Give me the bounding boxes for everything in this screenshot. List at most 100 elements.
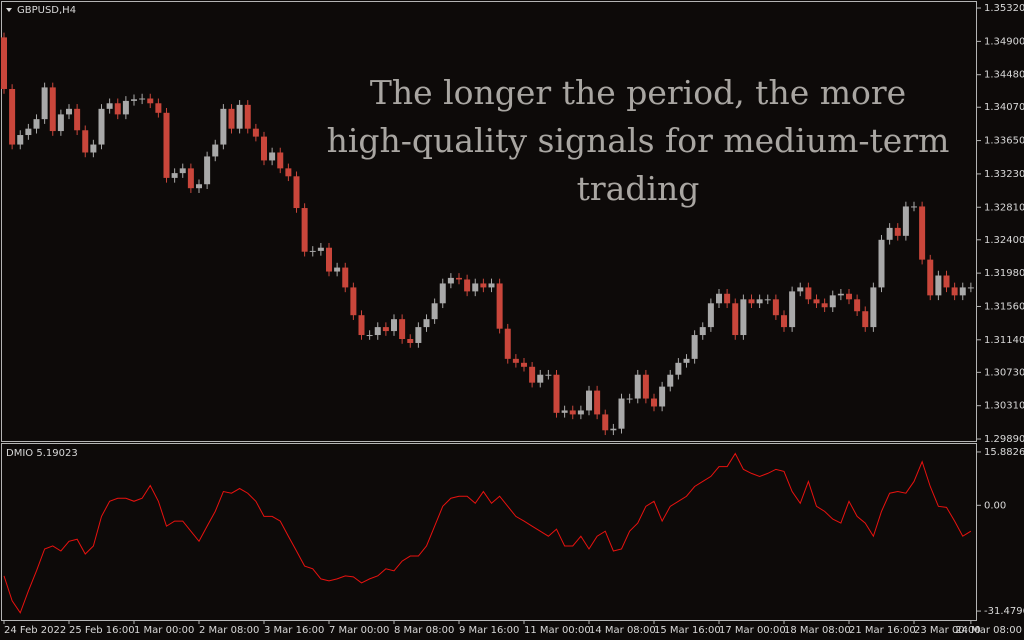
candle-body xyxy=(252,128,259,137)
candle-body xyxy=(480,283,487,288)
x-tick-label: 2 Mar 08:00 xyxy=(199,625,259,636)
x-tick-label: 9 Mar 16:00 xyxy=(459,625,519,636)
candle-body xyxy=(642,374,649,399)
y-tick-label: 1.32810 xyxy=(984,202,1024,213)
candle-body xyxy=(423,319,430,328)
x-tick-label: 25 Feb 16:00 xyxy=(69,625,135,636)
candle-body xyxy=(269,152,276,161)
candle-body xyxy=(244,104,251,129)
candle-body xyxy=(456,277,462,280)
candle-body xyxy=(927,259,934,296)
candle-body xyxy=(309,250,316,252)
candle-body xyxy=(196,184,202,189)
x-tick-label: 15 Mar 16:00 xyxy=(654,625,721,636)
candle-body xyxy=(131,99,137,101)
y-tick-label: 1.34480 xyxy=(984,70,1024,81)
candle-body xyxy=(98,108,105,145)
candle-body xyxy=(756,299,763,304)
x-tick-label: 24 Feb 2022 xyxy=(4,625,66,636)
candle-body xyxy=(675,362,682,375)
candle-body xyxy=(74,108,81,131)
candle-body xyxy=(740,299,747,336)
annotation: The longer the period, the more high-qual… xyxy=(327,73,950,208)
candle-body xyxy=(951,287,958,296)
candle-body xyxy=(967,287,974,289)
candle-body xyxy=(342,267,349,288)
annotation-line: The longer the period, the more xyxy=(370,73,906,112)
candle-body xyxy=(496,283,503,329)
candle-body xyxy=(919,206,926,260)
x-tick-label: 24 Mar 08:00 xyxy=(955,625,1022,636)
candle-body xyxy=(512,358,519,363)
candle-body xyxy=(1,37,7,89)
candle-body xyxy=(959,287,966,296)
candle-body xyxy=(447,277,454,284)
candle-body xyxy=(846,293,852,300)
y-tick-label: 1.31560 xyxy=(984,301,1024,312)
candle-body xyxy=(577,410,584,415)
candle-body xyxy=(122,100,129,115)
candle-body xyxy=(228,108,235,129)
candle-body xyxy=(464,279,471,292)
annotation-line: trading xyxy=(577,169,700,208)
candle-body xyxy=(171,173,178,178)
y-tick-label: 1.29890 xyxy=(984,434,1024,445)
candle-body xyxy=(610,428,617,431)
candle-body xyxy=(805,287,812,300)
candle-body xyxy=(943,275,950,288)
y-tick-label: 1.31980 xyxy=(984,268,1024,279)
candle-body xyxy=(634,374,641,399)
candle-body xyxy=(431,303,438,320)
candle-body xyxy=(439,283,446,304)
y-tick-label: -31.47969 xyxy=(984,606,1024,617)
chart-title: GBPUSD,H4 xyxy=(17,5,76,16)
candle-body xyxy=(114,103,121,115)
candle-body xyxy=(9,88,16,145)
x-tick-label: 23 Mar 00:00 xyxy=(914,625,981,636)
x-tick-label: 17 Mar 00:00 xyxy=(719,625,786,636)
candle-body xyxy=(33,119,40,129)
candle-body xyxy=(317,247,324,251)
y-tick-label: 1.34070 xyxy=(984,102,1024,113)
candle-body xyxy=(179,168,186,174)
candle-body xyxy=(66,108,72,115)
candle-body xyxy=(683,358,690,363)
x-tick-label: 7 Mar 00:00 xyxy=(329,625,389,636)
candle-body xyxy=(829,295,836,308)
indicator-panel xyxy=(1,443,977,621)
annotation-line: high-quality signals for medium-term xyxy=(327,121,950,160)
candle-body xyxy=(797,287,804,292)
candle-body xyxy=(504,328,511,359)
candle-body xyxy=(488,283,495,288)
candle-body xyxy=(691,335,698,359)
candle-body xyxy=(82,130,89,153)
candle-body xyxy=(716,293,722,304)
candle-body xyxy=(561,410,568,413)
candle-body xyxy=(285,168,292,177)
candle-body xyxy=(326,247,332,272)
candle-body xyxy=(529,366,536,383)
candle-body xyxy=(391,319,397,332)
candle-body xyxy=(350,287,357,316)
candle-body xyxy=(521,362,527,367)
candle-body xyxy=(894,227,901,236)
y-tick-label: 1.34900 xyxy=(984,36,1024,47)
candle-body xyxy=(789,291,796,328)
candle-body xyxy=(707,303,714,328)
symbol-menu-arrow[interactable] xyxy=(6,8,12,12)
candle-body xyxy=(220,108,227,145)
candle-body xyxy=(586,390,592,411)
y-tick-label: 1.30730 xyxy=(984,367,1024,378)
y-tick-label: 1.33650 xyxy=(984,136,1024,147)
candle-body xyxy=(724,293,731,304)
candle-body xyxy=(854,299,861,312)
x-tick-label: 21 Mar 16:00 xyxy=(849,625,916,636)
candle-body xyxy=(139,98,146,100)
candle-body xyxy=(261,136,267,161)
candle-body xyxy=(813,299,820,304)
candle-body xyxy=(301,208,308,252)
candle-body xyxy=(90,144,97,153)
candle-body xyxy=(537,374,544,383)
